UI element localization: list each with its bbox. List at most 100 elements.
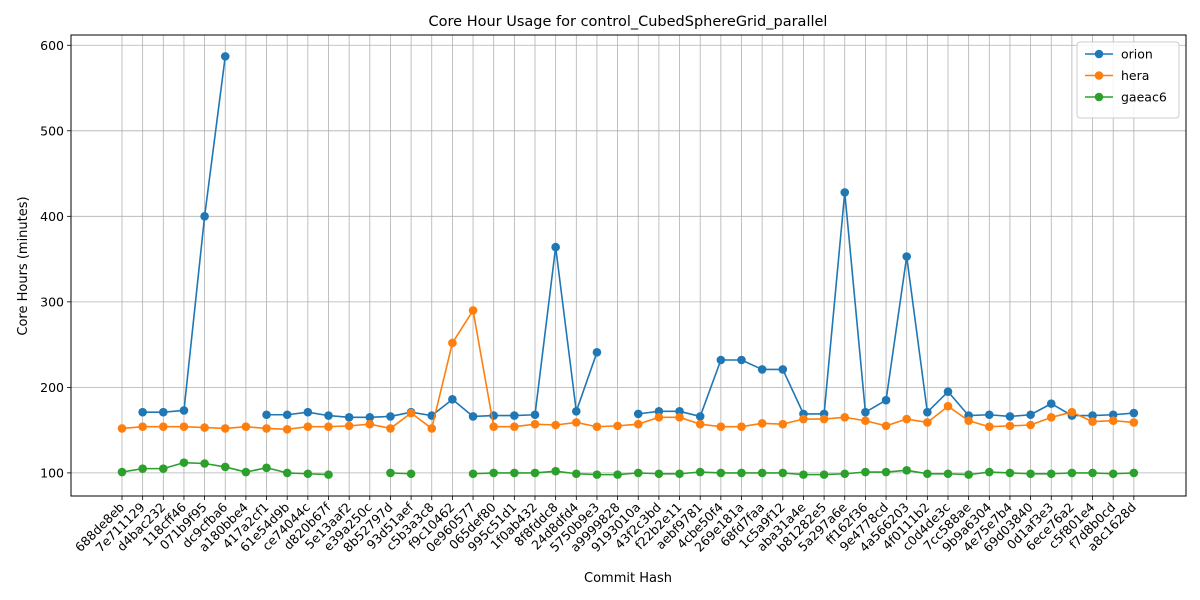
gaeac6-data-point xyxy=(159,464,168,473)
gaeac6-data-point xyxy=(386,468,395,478)
gaeac6-data-point xyxy=(406,469,416,479)
hera-data-point xyxy=(840,413,850,422)
gaeac6-data-point xyxy=(819,470,829,479)
hera-data-point xyxy=(923,418,932,427)
gaeac6-data-point xyxy=(1005,468,1015,478)
orion-data-point xyxy=(1129,408,1139,418)
hera-data-point xyxy=(530,419,540,429)
gaeac6-data-point xyxy=(778,468,788,478)
gaeac6-data-point xyxy=(923,469,932,479)
series-orion xyxy=(138,52,1139,422)
hera-data-point xyxy=(943,401,953,411)
hera-data-point xyxy=(757,419,767,428)
hera-data-point xyxy=(881,421,891,431)
gaeac6-data-point xyxy=(262,463,271,473)
orion-data-point xyxy=(881,395,891,405)
orion-data-point xyxy=(572,407,581,416)
hera-data-point xyxy=(737,422,746,432)
gaeac6-data-point xyxy=(964,470,973,479)
gaeac6-data-point xyxy=(881,467,891,477)
orion-data-point xyxy=(840,188,850,197)
hera-data-point xyxy=(138,422,147,432)
hera-data-point xyxy=(262,424,271,433)
hera-data-point xyxy=(427,424,437,433)
orion-data-point xyxy=(179,406,189,415)
gaeac6-data-point xyxy=(943,469,953,479)
hera-data-point xyxy=(282,424,292,434)
gaeac6-data-point xyxy=(324,470,333,479)
hera-data-point xyxy=(778,419,788,429)
gaeac6-data-point xyxy=(716,468,726,478)
hera-data-point xyxy=(572,418,581,427)
orion-data-point xyxy=(1046,399,1056,408)
legend-item-orion: orion xyxy=(1085,47,1153,62)
hera-data-point xyxy=(633,419,643,429)
orion-data-point xyxy=(1088,411,1097,420)
gaeac6-data-point xyxy=(737,468,746,478)
orion-data-point xyxy=(200,212,209,221)
gaeac6-data-point xyxy=(489,468,499,478)
hera-data-point xyxy=(510,422,519,432)
gaeac6-data-point xyxy=(1026,469,1035,479)
hera-data-point xyxy=(861,416,870,426)
orion-data-point xyxy=(1108,410,1118,420)
hera-data-point xyxy=(716,422,726,432)
hera-data-point xyxy=(220,424,230,433)
orion-data-point xyxy=(138,407,147,417)
hera-data-point xyxy=(468,306,478,315)
hera-data-point xyxy=(406,408,416,418)
legend-swatch-marker xyxy=(1094,49,1104,59)
hera-data-point xyxy=(654,413,664,422)
legend-swatch-marker xyxy=(1094,71,1104,80)
y-tick-label: 300 xyxy=(40,294,64,309)
hera-data-point xyxy=(489,422,499,432)
gaeac6-data-point xyxy=(840,469,850,479)
legend: orion hera gaeac6 xyxy=(1076,41,1180,119)
orion-data-point xyxy=(716,355,726,365)
orion-data-point xyxy=(220,52,230,61)
gaeac6-data-point xyxy=(117,467,127,477)
hera-data-point xyxy=(551,420,560,430)
hera-data-point xyxy=(386,424,395,433)
orion-data-point xyxy=(530,410,540,420)
gaeac6-data-point xyxy=(633,468,643,478)
legend-label: gaeac6 xyxy=(1121,90,1167,105)
gaeac6-data-point xyxy=(1088,468,1097,478)
gaeac6-data-point xyxy=(200,459,209,468)
orion-data-point xyxy=(592,348,602,357)
hera-data-point xyxy=(241,422,251,432)
gaeac6-data-point xyxy=(572,469,581,479)
orion-data-point xyxy=(468,412,478,421)
orion-data-point xyxy=(757,365,767,374)
legend-item-gaeac6: gaeac6 xyxy=(1085,90,1167,105)
gaeac6-data-point xyxy=(654,469,664,479)
hera-data-point xyxy=(200,423,209,432)
gaeac6-data-point xyxy=(1108,469,1118,479)
orion-data-point xyxy=(1005,412,1015,421)
gaeac6-data-point xyxy=(861,467,870,477)
hera-data-point xyxy=(985,422,994,432)
gaeac6-data-point xyxy=(613,470,622,479)
gaeac6-data-point xyxy=(1067,468,1077,478)
hera-data-point xyxy=(613,421,622,431)
orion-data-point xyxy=(985,410,994,420)
y-tick-label: 500 xyxy=(40,123,64,138)
hera-data-point xyxy=(117,424,127,433)
orion-data-point xyxy=(633,409,643,419)
orion-data-point xyxy=(902,252,911,261)
orion-data-point xyxy=(654,407,664,416)
hera-data-point xyxy=(1026,420,1035,430)
hera-data-point xyxy=(1088,417,1097,426)
chart-title: Core Hour Usage for control_CubedSphereG… xyxy=(429,14,828,30)
orion-data-point xyxy=(1026,410,1035,420)
orion-data-point xyxy=(344,413,354,422)
orion-data-point xyxy=(365,413,375,422)
orion-data-point xyxy=(923,407,932,417)
orion-data-point xyxy=(510,411,519,420)
orion-data-point xyxy=(551,242,560,252)
gaeac6-data-point xyxy=(179,458,189,467)
orion-data-point xyxy=(861,407,870,417)
orion-data-point xyxy=(778,365,788,374)
